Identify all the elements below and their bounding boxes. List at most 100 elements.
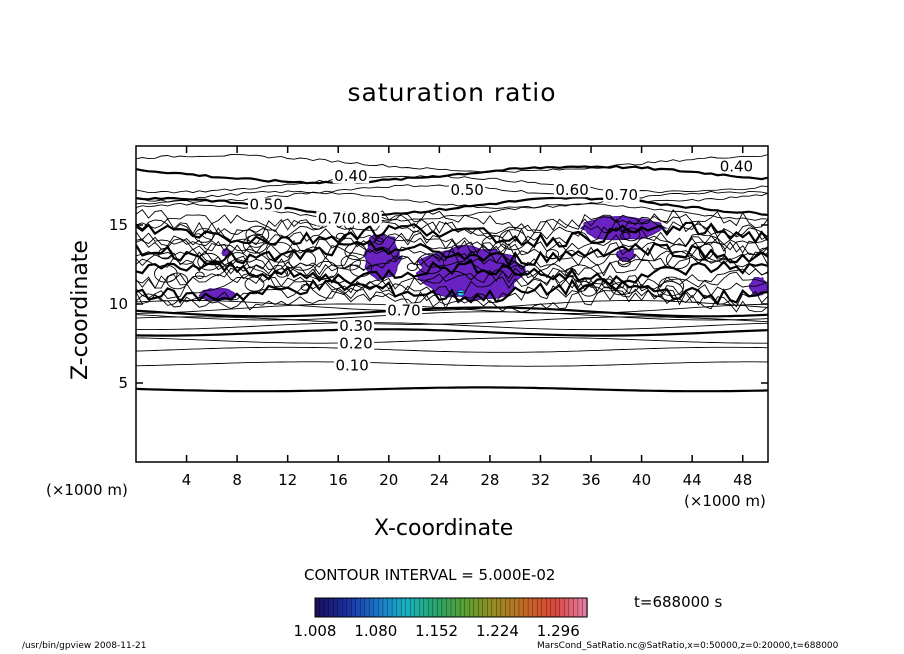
x-tick-label: 48 <box>733 471 752 489</box>
colorbar-cell <box>369 597 375 618</box>
contour-loop <box>620 231 631 240</box>
colorbar-cell <box>478 597 484 618</box>
contour-loop <box>406 262 418 272</box>
contour-loop <box>688 241 714 261</box>
colorbar-cell <box>568 597 575 618</box>
x-tick-label: 32 <box>531 471 550 489</box>
colorbar-cell <box>468 597 475 618</box>
contour-line <box>135 226 769 252</box>
contour-line <box>135 386 769 393</box>
colorbar-cell <box>550 597 556 618</box>
contour-line <box>135 250 769 276</box>
colorbar-tick-label: 1.224 <box>475 622 519 640</box>
contour-loop <box>610 282 628 296</box>
contour-loop <box>336 232 346 240</box>
colorbar-cell <box>555 597 561 618</box>
colorbar-cell <box>541 597 547 618</box>
contour-loop <box>665 250 691 270</box>
contour-line <box>136 322 769 331</box>
contour-loop <box>227 252 249 269</box>
y-tick-label: 10 <box>109 295 128 313</box>
contour-label: 0.50 <box>249 195 282 213</box>
contour-label: 0.80 <box>347 210 380 228</box>
colorbar-tick-label: 1.008 <box>293 622 337 640</box>
contour-line <box>135 164 769 185</box>
contour-label: 0.70 <box>387 301 420 319</box>
colorbar-cell <box>459 597 466 618</box>
contour-loop <box>265 241 294 263</box>
contour-line <box>135 337 768 344</box>
colorbar-cell <box>428 597 434 618</box>
colorbar-cell <box>450 597 457 618</box>
x-tick-label: 12 <box>278 471 297 489</box>
colorbar-cell <box>400 597 407 618</box>
contour-line <box>135 311 769 321</box>
colorbar-cell <box>423 597 429 618</box>
contour-line <box>135 174 769 194</box>
contour-label: 0.30 <box>339 317 372 335</box>
contour-loop <box>195 271 205 279</box>
colorbar-cell <box>532 597 538 618</box>
colorbar-cell <box>410 597 416 618</box>
x-tick-label: 24 <box>430 471 449 489</box>
colorbar-cell <box>446 597 452 618</box>
contour-loop <box>657 281 684 302</box>
contour-label: 0.40 <box>334 167 367 185</box>
x-axis-unit: (×1000 m) <box>684 492 766 510</box>
colorbar-cell <box>414 597 420 618</box>
footer-source: MarsCond_SatRatio.nc@SatRatio,x=0:50000,… <box>537 641 839 651</box>
contour-label: 0.20 <box>339 335 372 353</box>
contour-line <box>135 202 769 222</box>
colorbar-frame <box>314 597 588 618</box>
contour-loop <box>416 253 445 275</box>
contour-label-layer: 0.400.400.50 0.60 0.700.500.700.800.700.30… <box>247 158 755 375</box>
colorbar-cell <box>346 597 352 618</box>
x-tick-label: 28 <box>480 471 499 489</box>
contour-line <box>135 303 769 314</box>
contour-loop <box>314 260 338 279</box>
contour-loop <box>564 267 577 278</box>
contour-loop <box>157 248 173 260</box>
colorbar-cell <box>314 597 321 618</box>
contour-line <box>135 190 769 209</box>
colorbar-cell <box>546 597 552 618</box>
contour-loop <box>340 255 361 271</box>
colorbar-cell <box>514 597 520 618</box>
contour-loop <box>622 227 641 242</box>
colorbar-cell <box>441 597 448 618</box>
contour-loop <box>698 241 726 263</box>
colorbar-cell <box>496 597 502 618</box>
y-tick-label: 15 <box>109 216 128 234</box>
contour-line <box>135 346 769 353</box>
contour-label: 0.70 <box>318 210 351 228</box>
contour-loop <box>617 257 631 268</box>
y-axis: 5 10 15 <box>109 216 768 392</box>
x-axis-label: X-coordinate <box>374 516 514 541</box>
contour-line <box>135 196 769 217</box>
x-tick-label: 4 <box>182 471 192 489</box>
colorbar-cell <box>323 597 330 618</box>
colorbar-cell <box>396 597 402 618</box>
y-tick-label: 5 <box>118 374 128 392</box>
colorbar-cell <box>487 597 493 618</box>
colorbar-cell <box>523 597 529 618</box>
x-tick-label: 36 <box>581 471 600 489</box>
y-axis-label: Z-coordinate <box>68 240 93 380</box>
contour-line <box>135 208 769 233</box>
colorbar-cell <box>473 597 479 618</box>
colorbar-cell <box>373 597 380 618</box>
contour-loop <box>275 268 288 278</box>
colorbar-tick-label: 1.296 <box>536 622 580 640</box>
colorbar-cell <box>455 597 461 618</box>
colorbar-cell <box>482 597 488 618</box>
colorbar-cell <box>577 597 584 618</box>
contour-loop <box>374 237 384 245</box>
footer-program-date: /usr/bin/gpview 2008-11-21 <box>22 641 147 651</box>
contour-label: 0.60 <box>555 181 588 199</box>
colorbar-cell <box>437 597 443 618</box>
contour-loop <box>300 284 310 291</box>
x-tick-label: 44 <box>683 471 702 489</box>
contour-loop <box>242 234 268 254</box>
x-axis: 4 8 12 16 20 24 28 32 36 40 44 48 <box>182 146 752 489</box>
contour-loop <box>288 249 317 271</box>
